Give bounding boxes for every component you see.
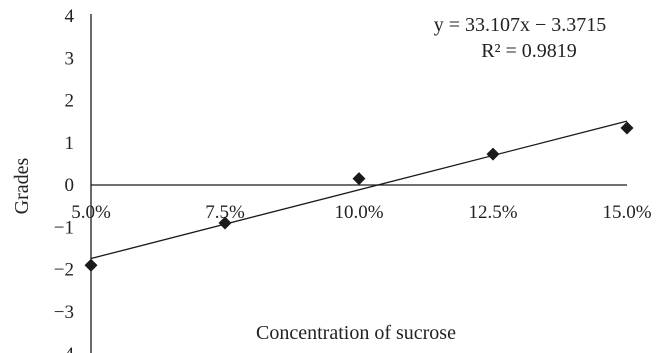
x-axis-title: Concentration of sucrose [256, 322, 456, 344]
y-tick-label: −3 [54, 302, 74, 323]
x-tick-label: 10.0% [334, 202, 383, 223]
y-tick-label: −4 [54, 344, 75, 353]
y-axis-title: Grades [11, 157, 33, 214]
trendline [90, 120, 628, 260]
x-tick-label: 15.0% [602, 202, 651, 223]
data-point [620, 121, 634, 135]
data-point [84, 258, 98, 272]
y-tick-label: 0 [65, 175, 75, 196]
y-tick-label: 2 [65, 91, 75, 112]
data-point [352, 172, 366, 186]
y-tick-label: −2 [54, 260, 74, 281]
y-tick-label: 3 [65, 48, 75, 69]
x-tick-label: 5.0% [71, 202, 111, 223]
x-tick-label: 7.5% [205, 202, 245, 223]
x-tick-label: 12.5% [468, 202, 517, 223]
y-tick-label: 1 [65, 133, 75, 154]
data-point [218, 216, 232, 230]
tick-labels-group: 4 3 2 1 0 −1 −2 −3 −4 5.0% 7.5% 10.0% 12.5% 15.0% [54, 6, 652, 353]
y-tick-label: 4 [65, 6, 75, 27]
data-points-group [84, 121, 634, 272]
r-squared-label: R² = 0.9819 [481, 40, 577, 62]
y-tick-label: −1 [54, 217, 74, 238]
data-point [486, 147, 500, 161]
trendline-equation: y = 33.107x − 3.3715 [434, 14, 607, 36]
trendline-group [90, 120, 628, 260]
